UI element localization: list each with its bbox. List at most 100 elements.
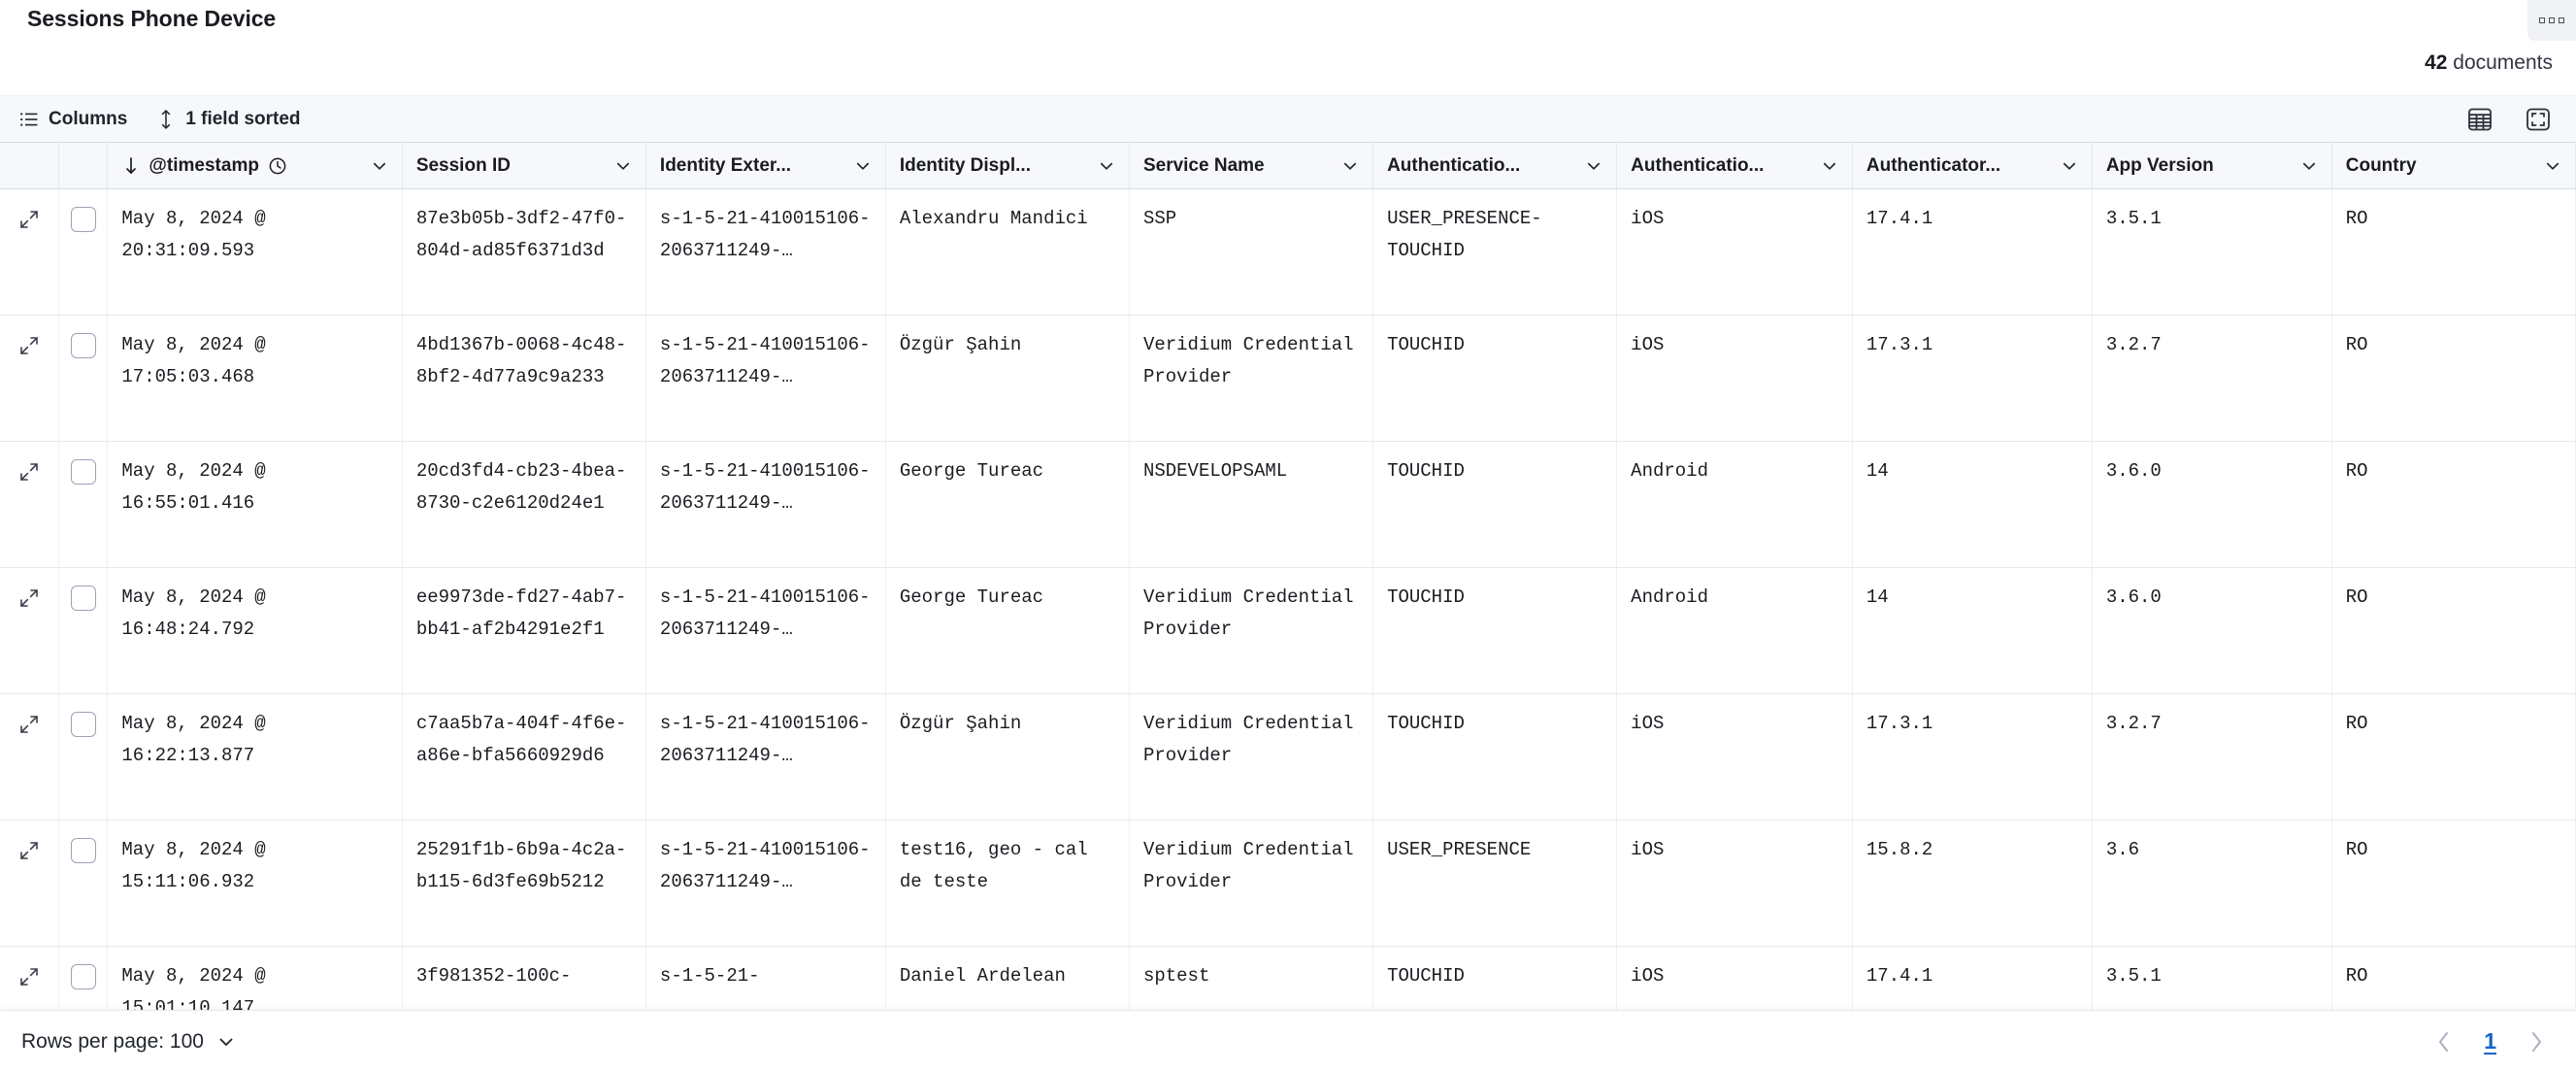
chevron-down-icon[interactable] <box>605 155 634 177</box>
chevron-down-icon[interactable] <box>2291 155 2320 177</box>
more-options-button[interactable] <box>2527 0 2576 41</box>
cell-authenticator[interactable]: 17.4.1 <box>1852 946 2093 1010</box>
chevron-down-icon[interactable] <box>2534 155 2563 177</box>
cell-country[interactable]: RO <box>2331 315 2576 442</box>
cell-timestamp[interactable]: May 8, 2024 @ 16:48:24.792 <box>107 567 403 694</box>
cell-service_name[interactable]: Veridium Credential Provider <box>1129 693 1374 821</box>
cell-authentication_b[interactable]: iOS <box>1616 188 1853 316</box>
cell-authentication_b[interactable]: Android <box>1616 567 1853 694</box>
row-select-checkbox[interactable] <box>71 459 97 485</box>
cell-service_name[interactable]: SSP <box>1129 188 1374 316</box>
cell-identity_external[interactable]: s-1-5-21-410015106-2063711249-… <box>645 441 886 568</box>
cell-authentication_b[interactable]: iOS <box>1616 820 1853 947</box>
expand-row-button[interactable] <box>13 708 46 741</box>
next-page-button[interactable] <box>2522 1029 2551 1055</box>
expand-row-button[interactable] <box>13 582 46 615</box>
cell-country[interactable]: RO <box>2331 946 2576 1010</box>
cell-app_version[interactable]: 3.5.1 <box>2092 946 2332 1010</box>
column-header-app_version[interactable]: App Version <box>2092 142 2332 189</box>
cell-service_name[interactable]: sptest <box>1129 946 1374 1010</box>
cell-app_version[interactable]: 3.6 <box>2092 820 2332 947</box>
cell-authentication_a[interactable]: TOUCHID <box>1372 567 1618 694</box>
cell-identity_display[interactable]: Özgür Şahin <box>885 315 1130 442</box>
cell-authenticator[interactable]: 17.3.1 <box>1852 315 2093 442</box>
cell-authenticator[interactable]: 15.8.2 <box>1852 820 2093 947</box>
expand-row-button[interactable] <box>13 329 46 362</box>
expand-row-button[interactable] <box>13 960 46 993</box>
column-header-service_name[interactable]: Service Name <box>1129 142 1374 189</box>
cell-session_id[interactable]: 20cd3fd4-cb23-4bea-8730-c2e6120d24e1 <box>402 441 646 568</box>
column-header-identity_display[interactable]: Identity Displ... <box>885 142 1130 189</box>
cell-authenticator[interactable]: 17.4.1 <box>1852 188 2093 316</box>
cell-authenticator[interactable]: 14 <box>1852 441 2093 568</box>
cell-authentication_a[interactable]: TOUCHID <box>1372 441 1618 568</box>
page-number-1[interactable]: 1 <box>2478 1028 2502 1055</box>
cell-country[interactable]: RO <box>2331 567 2576 694</box>
column-header-timestamp[interactable]: @timestamp <box>107 142 403 189</box>
density-button[interactable] <box>2463 103 2496 136</box>
cell-session_id[interactable]: 3f981352-100c- <box>402 946 646 1010</box>
cell-authentication_b[interactable]: iOS <box>1616 315 1853 442</box>
row-select-checkbox[interactable] <box>71 586 97 611</box>
cell-timestamp[interactable]: May 8, 2024 @ 16:22:13.877 <box>107 693 403 821</box>
cell-authenticator[interactable]: 17.3.1 <box>1852 693 2093 821</box>
chevron-down-icon[interactable] <box>844 155 874 177</box>
cell-authentication_b[interactable]: iOS <box>1616 946 1853 1010</box>
cell-app_version[interactable]: 3.2.7 <box>2092 693 2332 821</box>
cell-session_id[interactable]: c7aa5b7a-404f-4f6e-a86e-bfa5660929d6 <box>402 693 646 821</box>
cell-identity_external[interactable]: s-1-5-21-410015106-2063711249-… <box>645 820 886 947</box>
cell-service_name[interactable]: NSDEVELOPSAML <box>1129 441 1374 568</box>
cell-session_id[interactable]: 87e3b05b-3df2-47f0-804d-ad85f6371d3d <box>402 188 646 316</box>
column-header-authentication_a[interactable]: Authenticatio... <box>1372 142 1618 189</box>
sort-fields-button[interactable]: 1 field sorted <box>154 106 302 133</box>
cell-session_id[interactable]: 25291f1b-6b9a-4c2a-b115-6d3fe69b5212 <box>402 820 646 947</box>
cell-service_name[interactable]: Veridium Credential Provider <box>1129 820 1374 947</box>
cell-service_name[interactable]: Veridium Credential Provider <box>1129 567 1374 694</box>
rows-per-page-button[interactable]: Rows per page: 100 <box>21 1030 237 1054</box>
column-header-identity_external[interactable]: Identity Exter... <box>645 142 886 189</box>
cell-identity_display[interactable]: Alexandru Mandici <box>885 188 1130 316</box>
cell-authentication_b[interactable]: iOS <box>1616 693 1853 821</box>
cell-app_version[interactable]: 3.5.1 <box>2092 188 2332 316</box>
cell-timestamp[interactable]: May 8, 2024 @ 15:11:06.932 <box>107 820 403 947</box>
fullscreen-button[interactable] <box>2522 103 2555 136</box>
cell-identity_display[interactable]: test16, geo - cal de teste <box>885 820 1130 947</box>
cell-service_name[interactable]: Veridium Credential Provider <box>1129 315 1374 442</box>
cell-authentication_a[interactable]: USER_PRESENCE-TOUCHID <box>1372 188 1618 316</box>
cell-app_version[interactable]: 3.6.0 <box>2092 441 2332 568</box>
cell-identity_display[interactable]: Özgür Şahin <box>885 693 1130 821</box>
column-header-authenticator[interactable]: Authenticator... <box>1852 142 2093 189</box>
chevron-down-icon[interactable] <box>1575 155 1604 177</box>
cell-authenticator[interactable]: 14 <box>1852 567 2093 694</box>
cell-authentication_a[interactable]: TOUCHID <box>1372 946 1618 1010</box>
previous-page-button[interactable] <box>2429 1029 2459 1055</box>
cell-identity_external[interactable]: s-1-5-21-410015106-2063711249-… <box>645 567 886 694</box>
chevron-down-icon[interactable] <box>1088 155 1117 177</box>
cell-country[interactable]: RO <box>2331 693 2576 821</box>
cell-timestamp[interactable]: May 8, 2024 @ 17:05:03.468 <box>107 315 403 442</box>
cell-session_id[interactable]: ee9973de-fd27-4ab7-bb41-af2b4291e2f1 <box>402 567 646 694</box>
row-select-checkbox[interactable] <box>71 333 97 358</box>
column-header-session_id[interactable]: Session ID <box>402 142 646 189</box>
chevron-down-icon[interactable] <box>361 155 390 177</box>
cell-app_version[interactable]: 3.6.0 <box>2092 567 2332 694</box>
cell-identity_external[interactable]: s-1-5-21- <box>645 946 886 1010</box>
column-header-country[interactable]: Country <box>2331 142 2576 189</box>
cell-authentication_a[interactable]: USER_PRESENCE <box>1372 820 1618 947</box>
cell-app_version[interactable]: 3.2.7 <box>2092 315 2332 442</box>
columns-button[interactable]: Columns <box>17 106 129 133</box>
expand-row-button[interactable] <box>13 203 46 236</box>
expand-row-button[interactable] <box>13 455 46 488</box>
column-header-authentication_b[interactable]: Authenticatio... <box>1616 142 1853 189</box>
chevron-down-icon[interactable] <box>1332 155 1361 177</box>
cell-timestamp[interactable]: May 8, 2024 @ 16:55:01.416 <box>107 441 403 568</box>
row-select-checkbox[interactable] <box>71 964 97 989</box>
chevron-down-icon[interactable] <box>1811 155 1840 177</box>
chevron-down-icon[interactable] <box>2051 155 2080 177</box>
cell-identity_external[interactable]: s-1-5-21-410015106-2063711249-… <box>645 693 886 821</box>
row-select-checkbox[interactable] <box>71 712 97 737</box>
cell-timestamp[interactable]: May 8, 2024 @ 15:01:10.147 <box>107 946 403 1010</box>
cell-identity_display[interactable]: George Tureac <box>885 567 1130 694</box>
cell-session_id[interactable]: 4bd1367b-0068-4c48-8bf2-4d77a9c9a233 <box>402 315 646 442</box>
cell-country[interactable]: RO <box>2331 188 2576 316</box>
